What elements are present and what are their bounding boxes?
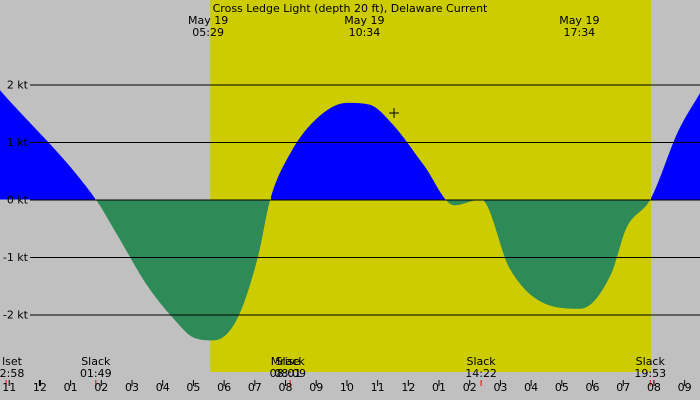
top-time-label: 05:29 (192, 26, 224, 39)
event-name-label: Slack (636, 355, 666, 368)
x-tick-label: 04 (156, 381, 170, 394)
event-name-label: Slack (276, 355, 306, 368)
x-tick-label: 01 (432, 381, 446, 394)
x-tick-label: 03 (493, 381, 507, 394)
event-name-label: Slack (466, 355, 496, 368)
event-time-label: 08:01 (270, 367, 302, 380)
y-tick-label: 0 kt (7, 194, 29, 207)
current-area-group (0, 90, 700, 341)
x-tick-label: 02 (463, 381, 477, 394)
event-name-label: Mrise (271, 355, 301, 368)
x-tick-label: 06 (586, 381, 600, 394)
top-date-label: May 19 (344, 14, 384, 27)
x-tick-label: 08 (279, 381, 293, 394)
event-time-label: 19:53 (634, 367, 666, 380)
event-time-label: 01:49 (80, 367, 112, 380)
event-name-label: lset (2, 355, 23, 368)
y-tick-label: 1 kt (7, 136, 29, 149)
flood-area-2 (271, 102, 445, 200)
y-tick-label: 2 kt (7, 79, 29, 92)
x-tick-label: 09 (309, 381, 323, 394)
y-tick-label: -2 kt (3, 309, 29, 322)
ebb-area-1 (96, 199, 270, 341)
x-tick-label: 12 (401, 381, 415, 394)
event-time-label: 2:58 (0, 367, 24, 380)
top-date-label: May 19 (188, 14, 228, 27)
x-tick-label: 05 (555, 381, 569, 394)
x-tick-label: 11 (371, 381, 385, 394)
x-tick-label: 08 (647, 381, 661, 394)
x-tick-label: 05 (186, 381, 200, 394)
event-time-label: 08:09 (274, 367, 306, 380)
cursor-crosshair-icon (389, 108, 399, 118)
x-tick-label: 10 (340, 381, 354, 394)
y-axis-labels: 2 kt 1 kt 0 kt -1 kt -2 kt (3, 79, 29, 322)
flood-area-4 (651, 93, 700, 200)
event-name-label: Slack (81, 355, 111, 368)
x-tick-label: 03 (125, 381, 139, 394)
x-tick-label: 11 (2, 381, 16, 394)
x-tick-label: 01 (64, 381, 78, 394)
top-time-label: 17:34 (563, 26, 595, 39)
event-time-label: 14:22 (465, 367, 497, 380)
top-time-label: 10:34 (349, 26, 381, 39)
x-tick-label: 04 (524, 381, 538, 394)
x-tick-label: 07 (248, 381, 262, 394)
bottom-event-labels: lset2:58Slack01:49Mrise08:01Slack08:09Sl… (0, 355, 666, 386)
grid-lines (30, 84, 700, 316)
flood-area-0 (0, 90, 95, 200)
x-tick-label: 07 (616, 381, 630, 394)
chart-title: Cross Ledge Light (depth 20 ft), Delawar… (213, 2, 488, 15)
x-tick-label: 12 (33, 381, 47, 394)
x-axis-ticks: 11 12 01 02 03 04 05 06 07 08 09 10 11 12 01 02 03 04 05 06… (2, 380, 692, 394)
y-tick-label: -1 kt (3, 251, 29, 264)
top-date-label: May 19 (559, 14, 599, 27)
x-tick-label: 09 (678, 381, 692, 394)
ebb-area-3 (446, 199, 650, 309)
x-tick-label: 06 (217, 381, 231, 394)
x-tick-label: 02 (94, 381, 108, 394)
